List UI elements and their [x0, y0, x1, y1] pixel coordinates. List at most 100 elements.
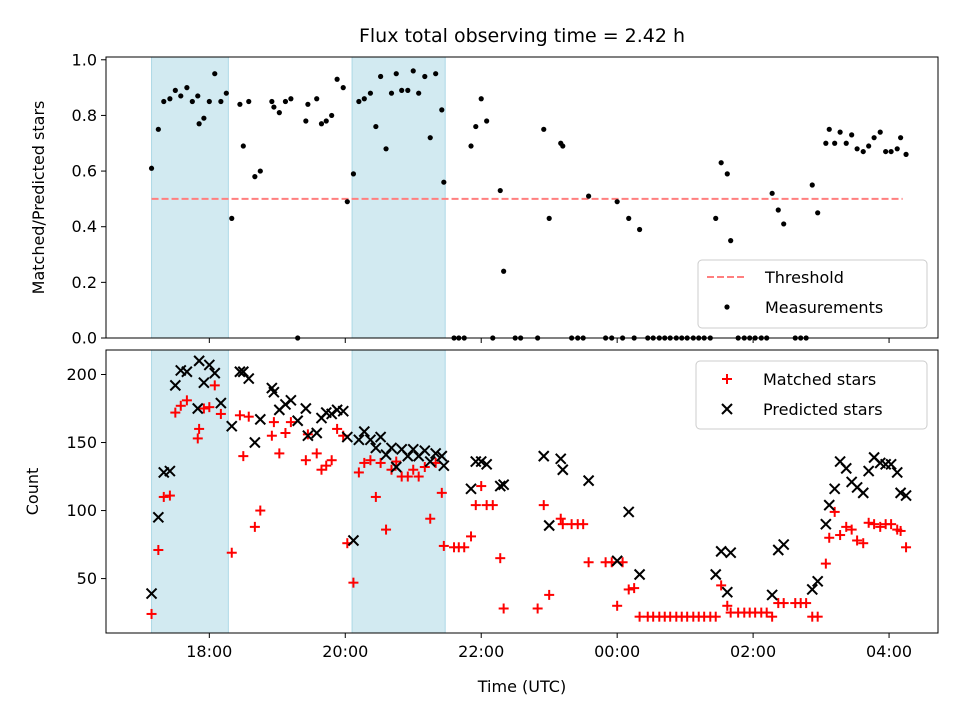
y-tick-label: 200 — [66, 365, 97, 384]
legend-ratio: Threshold Measurements — [697, 259, 928, 329]
measurement-point — [373, 123, 379, 130]
measurement-point — [809, 182, 815, 188]
matched-star-point — [557, 519, 568, 530]
predicted-star-point — [353, 434, 365, 446]
predicted-star-point — [710, 568, 722, 581]
matched-star-point — [332, 423, 343, 434]
predicted-star-point — [302, 430, 314, 442]
predicted-star-point — [766, 589, 778, 601]
chart-title: Flux total observing time = 2.42 h — [359, 25, 685, 47]
predicted-star-point — [192, 402, 204, 415]
matched-star-point — [863, 517, 874, 528]
measurement-point — [441, 179, 447, 185]
matched-star-point — [146, 608, 157, 619]
y-tick-label: 0.8 — [72, 106, 97, 125]
panel-count-frame — [105, 349, 939, 634]
predicted-star-point — [885, 458, 897, 470]
matched-star-point — [846, 524, 857, 535]
matched-star-point — [583, 557, 594, 568]
y-tick-label: 0.4 — [72, 217, 97, 236]
predicted-star-point — [169, 379, 182, 392]
predicted-star-point — [181, 366, 193, 378]
predicted-star-point — [215, 397, 227, 409]
measurement-point — [586, 193, 592, 199]
predicted-star-point — [480, 458, 493, 470]
measurement-point — [334, 76, 340, 82]
measurement-point — [560, 143, 566, 149]
shaded-interval-1 — [151, 349, 229, 634]
measurement-point — [201, 115, 207, 121]
panel-count: 50 100 150 200 18:00 20:00 22:00 00:00 02:00 04:… — [23, 349, 939, 661]
predicted-star-point — [611, 555, 623, 567]
matched-star-point — [192, 433, 203, 444]
measurement-point — [246, 98, 252, 105]
measurement-point — [468, 143, 474, 149]
predicted-star-point — [152, 511, 165, 524]
measurement-point — [416, 90, 422, 96]
matched-star-point — [886, 519, 897, 530]
matched-star-point — [623, 584, 634, 595]
matched-star-point — [209, 380, 220, 391]
measurement-point — [229, 215, 235, 221]
predicted-star-point — [823, 499, 835, 511]
legend-box — [695, 360, 928, 430]
matched-star-point — [722, 600, 733, 611]
measurement-point — [340, 85, 346, 91]
predicted-star-point — [300, 402, 312, 415]
legend-matched-swatch — [722, 374, 732, 384]
measurement-point — [614, 199, 620, 205]
matched-star-point — [835, 530, 846, 541]
predicted-star-point — [370, 442, 382, 454]
matched-star-point — [181, 395, 192, 406]
matched-star-point — [459, 542, 470, 553]
measurement-point — [167, 96, 173, 102]
measurement-point — [439, 107, 445, 113]
matched-star-point — [801, 598, 812, 609]
matched-star-point — [544, 589, 555, 600]
measurement-point — [823, 140, 829, 146]
matched-star-point — [370, 491, 381, 502]
matched-star-point — [498, 603, 509, 614]
matched-star-point — [419, 462, 430, 473]
matched-star-point — [375, 457, 386, 468]
matched-star-point — [402, 471, 413, 482]
predicted-star-point — [470, 455, 482, 468]
measurement-point — [826, 126, 832, 132]
predicted-star-point — [623, 506, 635, 518]
measurement-point — [393, 71, 399, 77]
measurement-point — [399, 87, 405, 93]
measurement-point — [775, 207, 781, 213]
measurement-point — [318, 121, 325, 127]
predicted-star-point — [311, 427, 323, 439]
legend-matched-label: Matched stars — [763, 370, 876, 389]
predicted-star-point — [198, 376, 210, 389]
predicted-star-point — [497, 478, 510, 491]
matched-star-point — [869, 519, 880, 530]
measurement-point — [329, 112, 335, 119]
predicted-star-point — [582, 474, 595, 487]
matched-star-point — [841, 521, 852, 532]
predicted-star-point — [436, 450, 448, 462]
matched-star-point — [436, 487, 447, 498]
measurement-point — [288, 96, 294, 102]
measurement-point — [276, 110, 282, 116]
measurement-point — [196, 121, 202, 127]
matched-star-point — [153, 545, 164, 556]
measurement-point — [433, 71, 439, 77]
predicted-star-point — [249, 436, 261, 449]
measurement-point — [148, 165, 155, 171]
matched-star-point — [194, 423, 205, 434]
matched-star-point — [381, 524, 392, 535]
y-tick-label: 0.2 — [72, 273, 97, 292]
matched-star-point — [249, 521, 260, 532]
predicted-star-point — [811, 575, 824, 588]
x-axis-ticks — [208, 338, 890, 343]
matched-star-point — [710, 611, 721, 622]
matched-star-point — [348, 577, 359, 588]
matched-star-point — [268, 417, 279, 428]
matched-star-point — [326, 455, 337, 466]
measurement-point — [713, 215, 719, 221]
matched-star-point — [204, 402, 215, 413]
measurement-point — [501, 268, 507, 274]
measurement-point — [837, 129, 843, 135]
